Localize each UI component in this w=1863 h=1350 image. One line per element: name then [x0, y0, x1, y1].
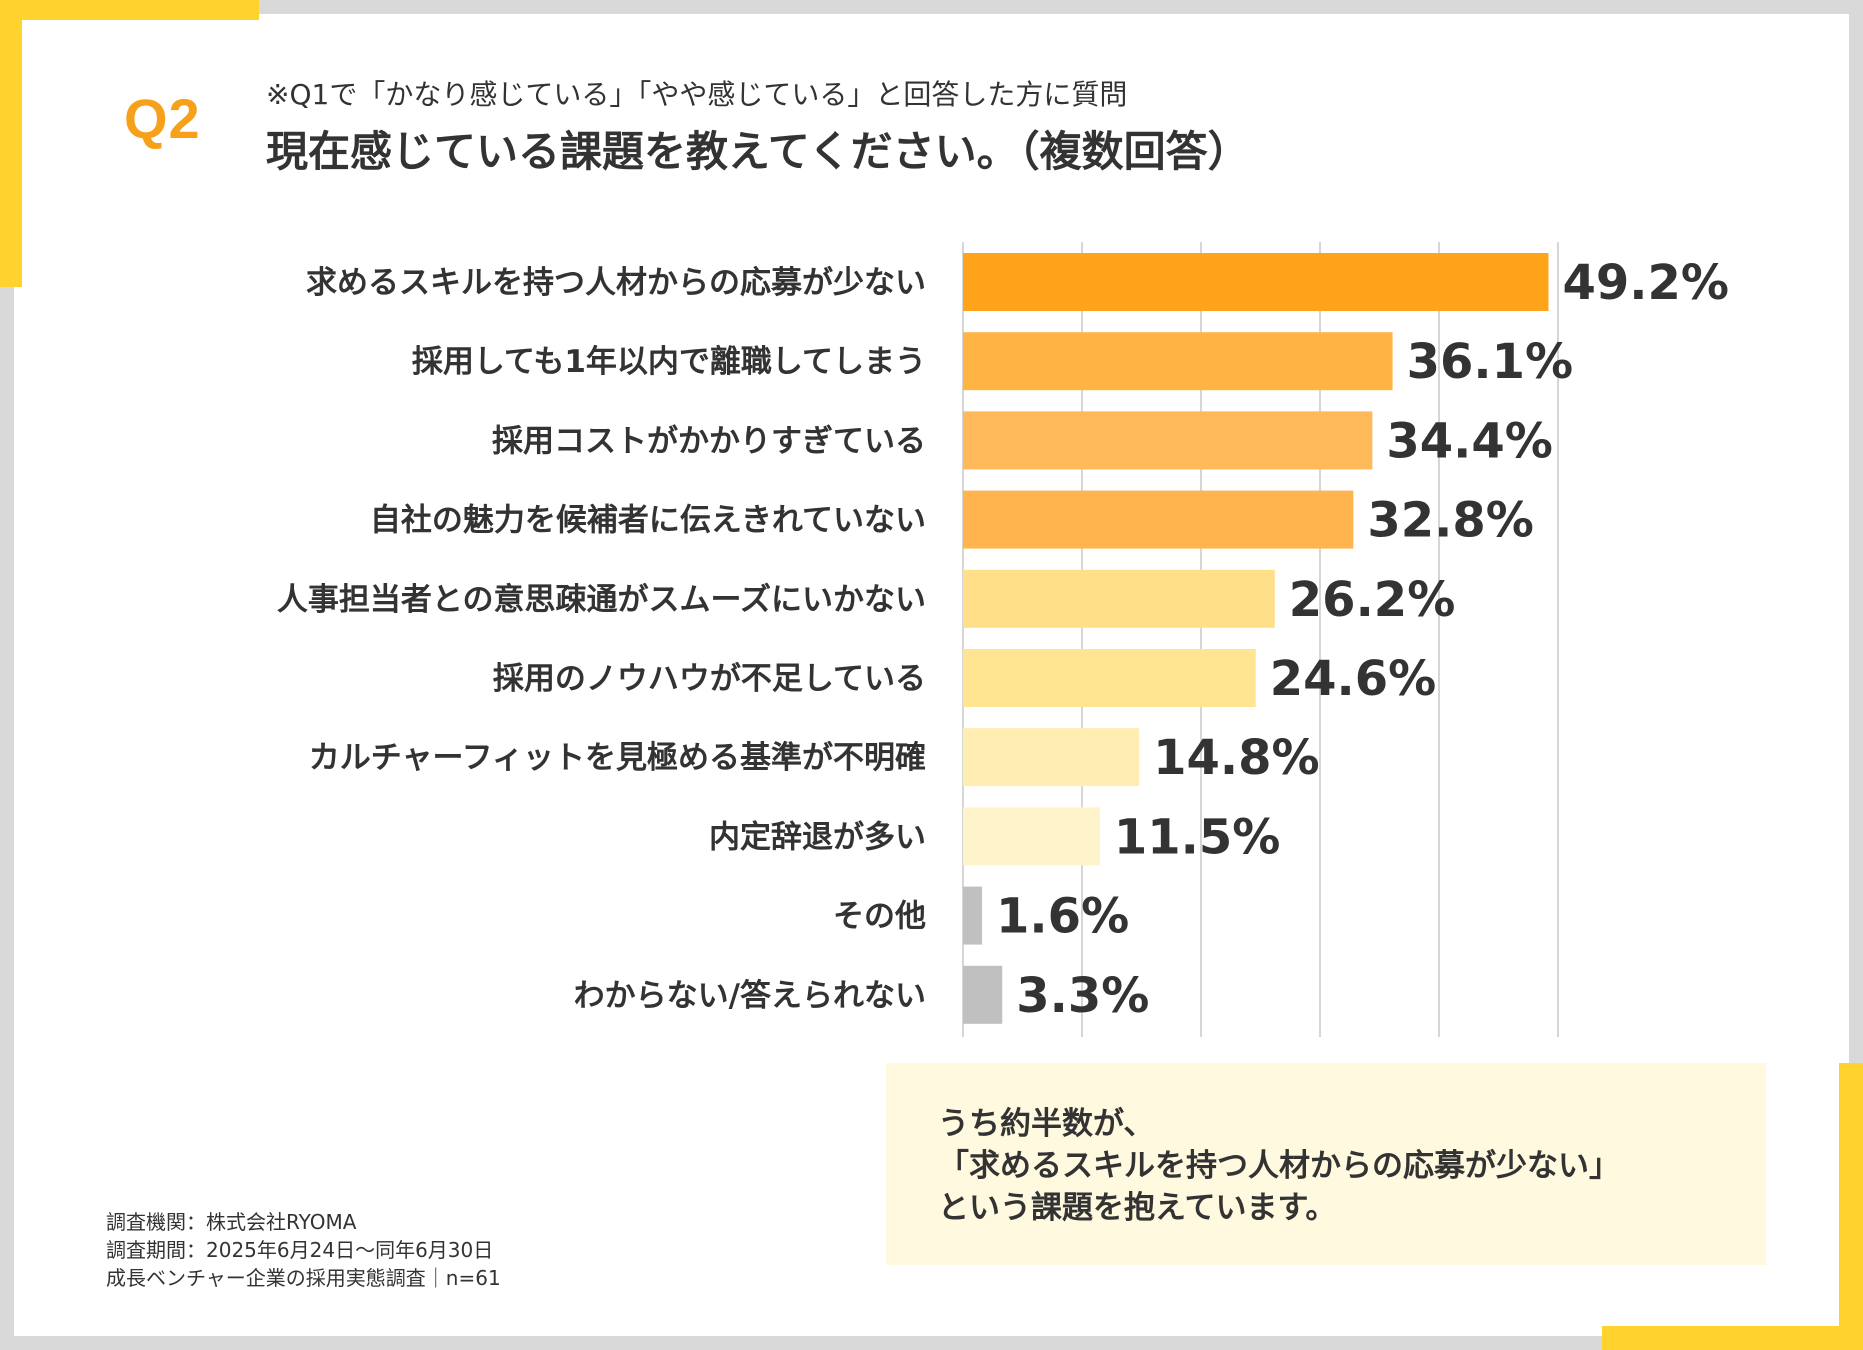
- summary-callout: うち約半数が、 「求めるスキルを持つ人材からの応募が少ない」 という課題を抱えて…: [886, 1063, 1766, 1265]
- source-period: 調査期間：2025年6月24日～同年6月30日: [106, 1238, 494, 1262]
- category-label-1: 求めるスキルを持つ人材からの応募が少ない: [306, 265, 926, 301]
- accent-bar-top-left-horizontal: [0, 0, 259, 20]
- value-label-4: 32.8%: [1367, 493, 1534, 549]
- value-label-9: 1.6%: [996, 889, 1129, 945]
- value-label-2: 36.1%: [1407, 334, 1574, 390]
- bar-8: [963, 807, 1100, 866]
- bar-10: [963, 965, 1003, 1024]
- category-label-7: カルチャーフィットを見極める基準が不明確: [309, 740, 926, 776]
- category-label-2: 採用しても1年以内で離職してしまう: [412, 344, 926, 380]
- bar-1: [963, 253, 1549, 311]
- category-label-10: わからない/答えられない: [574, 978, 926, 1014]
- category-label-5: 人事担当者との意思疎通がスムーズにいかない: [277, 582, 926, 618]
- question-number: Q2: [124, 87, 201, 150]
- question-title: 現在感じている課題を教えてください。（複数回答）: [266, 127, 1250, 176]
- value-label-3: 34.4%: [1386, 413, 1553, 469]
- value-label-1: 49.2%: [1562, 255, 1729, 311]
- accent-bar-bottom-right-horizontal: [1602, 1326, 1863, 1350]
- category-label-4: 自社の魅力を候補者に伝えきれていない: [370, 503, 926, 539]
- category-label-9: その他: [833, 899, 926, 935]
- bar-4: [963, 490, 1354, 549]
- value-label-7: 14.8%: [1153, 730, 1320, 786]
- value-label-8: 11.5%: [1114, 809, 1281, 865]
- category-label-8: 内定辞退が多い: [709, 819, 926, 855]
- bar-3: [963, 411, 1373, 470]
- bar-5: [963, 569, 1275, 628]
- bar-9: [963, 886, 983, 945]
- bar-6: [963, 649, 1256, 707]
- accent-bar-bottom-right-vertical: [1839, 1063, 1863, 1350]
- category-label-3: 採用コストがかかりすぎている: [492, 423, 926, 459]
- value-label-10: 3.3%: [1016, 968, 1149, 1024]
- bar-7: [963, 728, 1140, 787]
- bar-chart: 求めるスキルを持つ人材からの応募が少ない 49.2% 採用しても1年以内で離職してし…: [277, 242, 1729, 1037]
- source-survey: 成長ベンチャー企業の採用実態調査｜n=61: [106, 1266, 501, 1290]
- value-label-6: 24.6%: [1270, 651, 1437, 707]
- source-org: 調査機関：株式会社RYOMA: [106, 1210, 357, 1234]
- survey-source: 調査機関：株式会社RYOMA 調査期間：2025年6月24日～同年6月30日 成…: [106, 1208, 501, 1292]
- value-label-5: 26.2%: [1289, 572, 1456, 628]
- category-label-6: 採用のノウハウが不足している: [493, 661, 926, 697]
- accent-bar-top-left-vertical: [0, 0, 22, 287]
- bar-2: [963, 332, 1393, 391]
- callout-line-2: 「求めるスキルを持つ人材からの応募が少ない」: [938, 1148, 1620, 1184]
- question-note: ※Q1で「かなり感じている」「やや感じている」と回答した方に質問: [266, 78, 1128, 111]
- callout-line-1: うち約半数が、: [938, 1106, 1155, 1142]
- callout-line-3: という課題を抱えています。: [938, 1190, 1337, 1226]
